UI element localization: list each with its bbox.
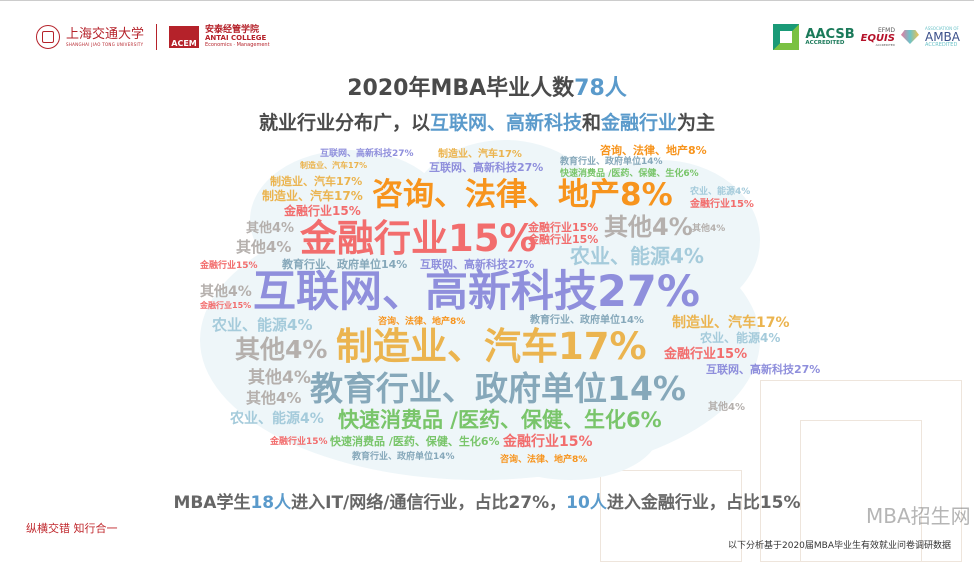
antai-name-en: ANTAI COLLEGE <box>205 34 267 43</box>
word-cloud-term-fmcg: 快速消费品 /医药、保健、生化6% <box>338 408 662 432</box>
word-cloud-term-finance: 金融行业15% <box>270 437 328 447</box>
sjtu-name-en: SHANGHAI JIAO TONG UNIVERSITY <box>66 41 144 47</box>
word-cloud-term-education: 教育行业、政府单位14% <box>282 258 408 271</box>
word-cloud-term-internet: 互联网、高新科技27% <box>706 363 821 376</box>
equis-top: EFMD <box>877 26 895 34</box>
word-cloud-term-internet: 互联网、高新科技27% <box>420 258 535 271</box>
word-cloud-term-other: 其他4% <box>708 402 745 413</box>
word-cloud-term-other: 其他4% <box>246 389 302 407</box>
word-cloud-term-finance: 金融行业15% <box>200 261 258 271</box>
summary-text: MBA学生18人进入IT/网络/通信行业，占比27%，10人进入金融行业，占比1… <box>0 488 974 513</box>
word-cloud-term-consult: 咨询、法律、地产8% <box>378 317 466 327</box>
amba-logo: ASSOCIATION OF AMBA ACCREDITED <box>924 25 960 48</box>
word-cloud-term-education: 教育行业、政府单位14% <box>530 315 644 326</box>
word-cloud-term-other: 其他4% <box>246 221 295 236</box>
word-cloud-term-education: 教育行业、政府单位14% <box>310 369 686 408</box>
aacsb-logo: AACSB ACCREDITED <box>805 28 854 47</box>
word-cloud-term-education: 教育行业、政府单位14% <box>560 157 663 167</box>
word-cloud-term-other: 其他4% <box>692 224 726 234</box>
word-cloud-term-consult: 咨询、法律、地产8% <box>600 144 707 157</box>
word-cloud-term-agri: 农业、能源4% <box>230 411 324 427</box>
amba-name: AMBA <box>924 29 960 44</box>
word-cloud-term-manufacture: 制造业、汽车17% <box>438 149 522 160</box>
word-cloud-term-fmcg: 快速消费品 /医药、保健、生化6% <box>330 435 500 448</box>
word-cloud-term-finance: 金融行业15% <box>528 233 599 246</box>
word-cloud-term-manufacture: 制造业、汽车17% <box>300 161 368 170</box>
title-text: 2020年MBA毕业人数 <box>347 76 575 101</box>
aacsb-sub: ACCREDITED <box>805 39 845 46</box>
sjtu-logo: 上海交通大学 SHANGHAI JIAO TONG UNIVERSITY <box>66 28 144 47</box>
word-cloud-term-finance: 金融行业15% <box>690 199 754 210</box>
equis-sub: ACCREDITED <box>875 42 895 47</box>
word-cloud-term-internet: 互联网、高新科技27% <box>253 267 700 317</box>
word-cloud-term-consult: 咨询、法律、地产8% <box>500 455 588 465</box>
word-cloud-term-other: 其他4% <box>236 238 292 256</box>
word-cloud-term-agri: 农业、能源4% <box>212 316 313 334</box>
cloud-shape <box>480 380 660 480</box>
word-cloud-term-manufacture: 制造业、汽车17% <box>270 175 363 188</box>
word-cloud-term-other: 其他4% <box>235 335 328 364</box>
word-cloud-term-finance: 金融行业15% <box>503 434 593 450</box>
word-cloud-term-internet: 互联网、高新科技27% <box>320 149 414 159</box>
sjtu-name-cn: 上海交通大学 <box>66 26 145 42</box>
subtitle-highlight: 互联网、高新科技 <box>429 112 582 134</box>
page-title: 2020年MBA毕业人数78人 <box>0 70 974 102</box>
aacsb-name: AACSB <box>805 26 855 42</box>
word-cloud-term-internet: 互联网、高新科技27% <box>429 161 544 174</box>
aacsb-mark-icon <box>773 24 800 50</box>
antai-name-cn: 安泰经管学院 <box>205 24 260 35</box>
cloud-shape <box>560 160 760 320</box>
summary-part: 进入IT/网络/通信行业，占比27%， <box>291 493 567 513</box>
word-cloud-term-consult: 咨询、法律、地产8% <box>372 177 673 213</box>
motto: 纵横交错 知行合一 <box>26 522 118 535</box>
word-cloud-term-agri: 农业、能源4% <box>700 331 781 345</box>
accreditation-logos: AACSB ACCREDITED EFMD EQUIS ACCREDITED A… <box>773 24 960 50</box>
word-cloud-term-finance: 金融行业15% <box>200 301 252 310</box>
summary-part: 进入金融行业，占比15% <box>606 493 801 513</box>
logo-divider <box>156 24 158 50</box>
word-cloud-term-education: 教育行业、政府单位14% <box>352 452 455 462</box>
word-cloud-term-other: 其他4% <box>200 284 252 300</box>
sjtu-seal-icon <box>36 25 60 49</box>
antai-logo: 安泰经管学院 ANTAI COLLEGE Economics · Managem… <box>205 24 270 48</box>
subtitle-highlight: 金融行业 <box>601 112 678 134</box>
amba-sub: ACCREDITED <box>924 41 958 48</box>
amba-top: ASSOCIATION OF <box>924 25 959 31</box>
equis-name: EQUIS <box>860 32 895 44</box>
word-cloud-term-agri: 农业、能源4% <box>690 187 751 197</box>
summary-part: MBA学生 <box>173 493 251 513</box>
word-cloud-term-finance: 金融行业15% <box>528 221 599 234</box>
footnote: 以下分析基于2020届MBA毕业生有效就业问卷调研数据 <box>728 541 952 551</box>
acem-logo-icon: ACEM <box>169 26 200 48</box>
school-logos: 上海交通大学 SHANGHAI JIAO TONG UNIVERSITY ACE… <box>36 24 270 50</box>
antai-sub: Economics · Management <box>205 41 270 48</box>
title-highlight: 78人 <box>574 76 627 101</box>
summary-highlight: 18人 <box>250 493 292 513</box>
watermark: MBA招生网 <box>866 504 971 528</box>
word-cloud-term-fmcg: 快速消费品 /医药、保健、生化6% <box>560 169 699 179</box>
building-outline <box>600 470 742 562</box>
word-cloud-term-finance: 金融行业15% <box>284 204 361 218</box>
word-cloud-term-other: 其他4% <box>604 213 693 241</box>
summary-highlight: 10人 <box>566 493 607 513</box>
word-cloud-term-manufacture: 制造业、汽车17% <box>336 325 647 368</box>
word-cloud-term-finance: 金融行业15% <box>664 347 748 362</box>
word-cloud-term-agri: 农业、能源4% <box>570 244 704 268</box>
subtitle-text: 为主 <box>677 112 716 134</box>
page-subtitle: 就业行业分布广，以互联网、高新科技和金融行业为主 <box>0 108 974 135</box>
subtitle-text: 和 <box>581 112 601 134</box>
top-border <box>0 0 974 1</box>
subtitle-text: 就业行业分布广，以 <box>258 112 430 134</box>
word-cloud-term-manufacture: 制造业、汽车17% <box>262 189 363 203</box>
word-cloud-term-manufacture: 制造业、汽车17% <box>672 315 790 331</box>
equis-logo: EFMD EQUIS ACCREDITED <box>860 26 895 47</box>
word-cloud-term-finance: 金融行业15% <box>300 217 537 260</box>
amba-gem-icon <box>900 30 919 44</box>
word-cloud-term-other: 其他4% <box>248 368 311 388</box>
